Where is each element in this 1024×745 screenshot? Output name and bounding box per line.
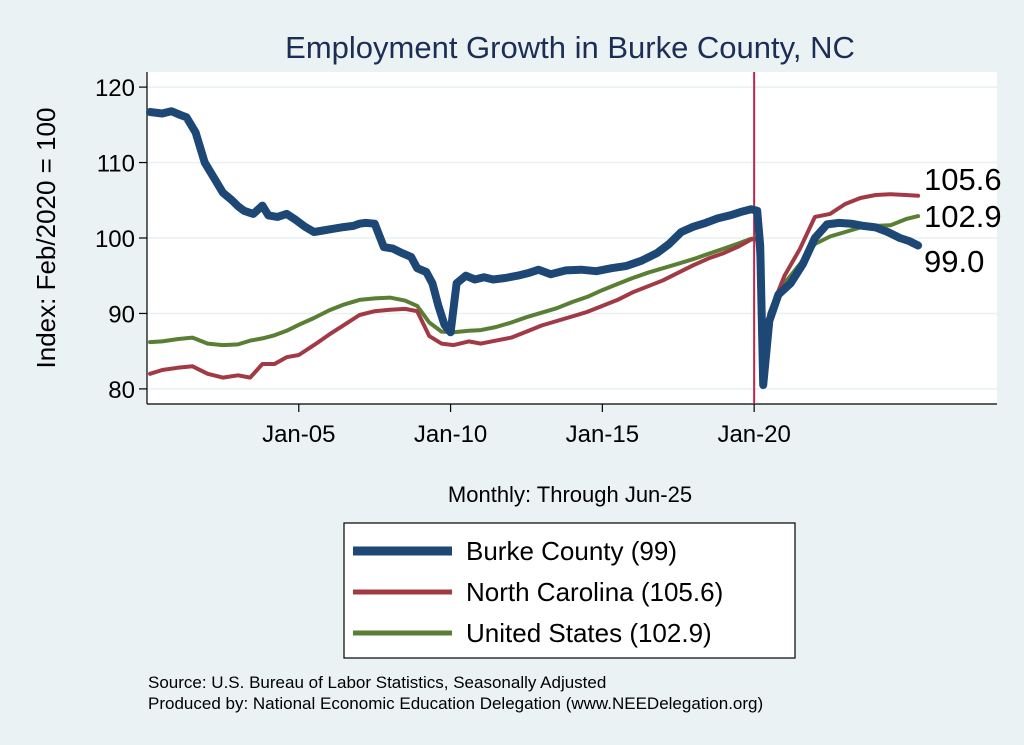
legend-label-1: North Carolina (105.6) <box>466 577 723 607</box>
y-tick-label-120: 120 <box>95 75 135 102</box>
x-axis-label: Monthly: Through Jun-25 <box>448 482 692 507</box>
legend: Burke County (99) North Carolina (105.6) U… <box>353 536 723 648</box>
x-axis-ticks: Jan-05 Jan-10 Jan-15 Jan-20 <box>262 404 791 448</box>
x-tick-label-Jan-05: Jan-05 <box>262 421 335 448</box>
chart-title: Employment Growth in Burke County, NC <box>285 30 855 65</box>
gridlines <box>147 86 997 390</box>
y-tick-label-80: 80 <box>108 377 135 404</box>
y-tick-label-110: 110 <box>97 151 135 178</box>
x-tick-label-Jan-20: Jan-20 <box>717 421 790 448</box>
legend-label-2: United States (102.9) <box>466 618 712 648</box>
source-line-1: Source: U.S. Bureau of Labor Statistics,… <box>148 673 606 692</box>
x-tick-label-Jan-15: Jan-15 <box>566 421 639 448</box>
series-line-0 <box>146 107 923 390</box>
legend-label-0: Burke County (99) <box>466 536 677 566</box>
end-label-0: 99.0 <box>924 244 984 279</box>
x-tick-label-Jan-10: Jan-10 <box>414 421 487 448</box>
end-label-2: 102.9 <box>924 199 1002 234</box>
y-tick-label-100: 100 <box>95 226 135 253</box>
y-axis-ticks: 80 90 100 110 120 <box>95 75 147 404</box>
y-tick-label-90: 90 <box>108 301 135 328</box>
y-axis-label: Index: Feb/2020 = 100 <box>31 108 61 369</box>
series-lines <box>146 107 923 390</box>
end-label-1: 105.6 <box>924 162 1002 197</box>
source-line-2: Produced by: National Economic Education… <box>148 694 763 713</box>
